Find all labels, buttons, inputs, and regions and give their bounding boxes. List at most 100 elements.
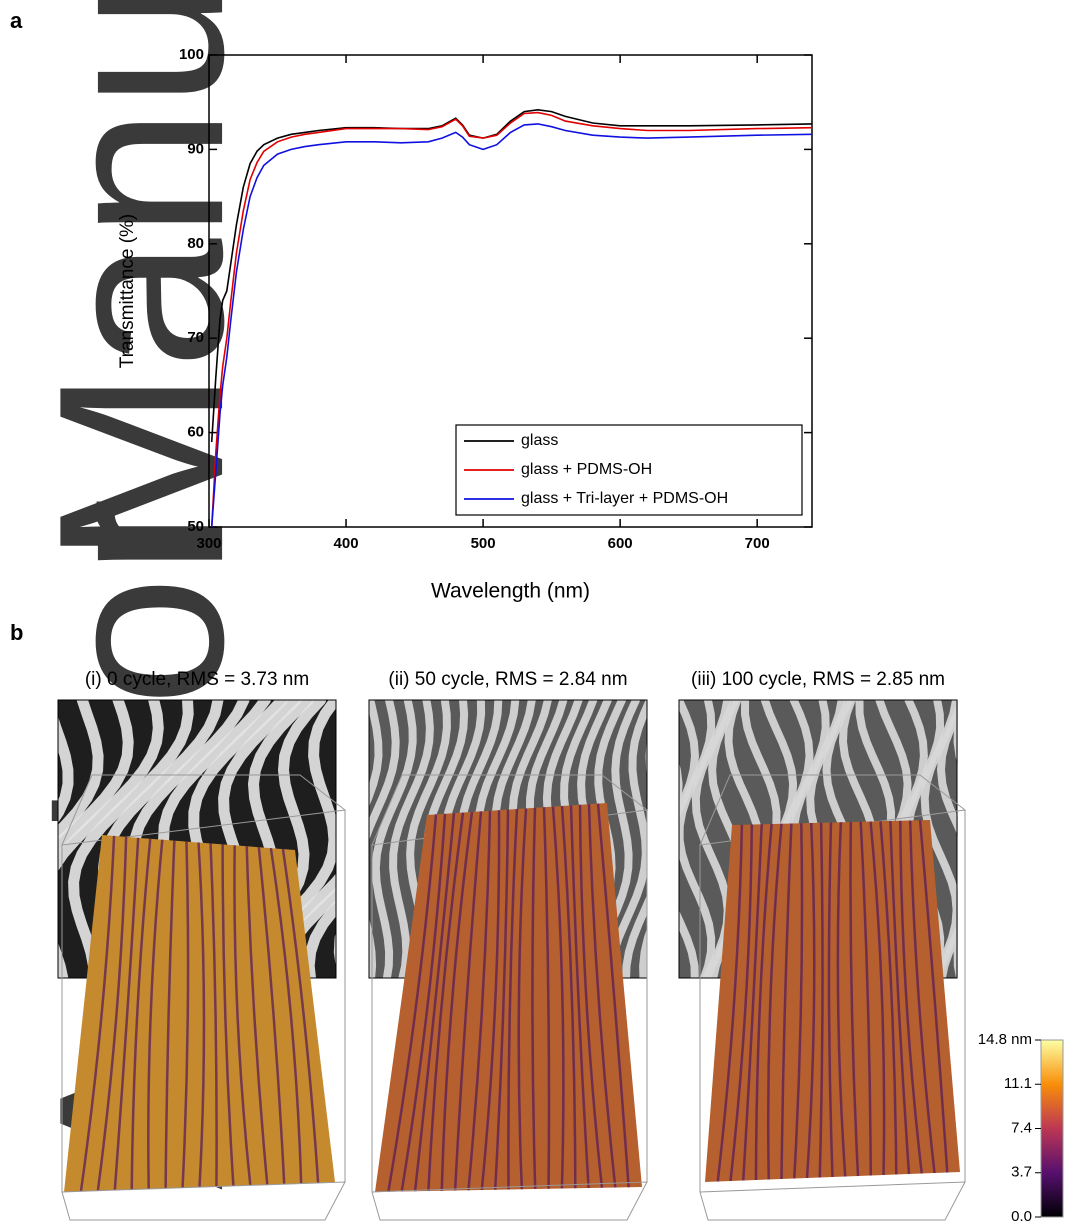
afm-3d xyxy=(371,774,649,1221)
x-tick-label: 600 xyxy=(608,535,633,552)
surface-ridge xyxy=(793,823,804,1179)
surface xyxy=(705,820,960,1182)
surface-ridge xyxy=(96,836,128,1191)
surface-ridge xyxy=(413,813,456,1192)
afm-stripe xyxy=(58,700,104,841)
surface-ridge xyxy=(805,822,816,1179)
afm-stripe xyxy=(679,700,700,978)
surface-ridge xyxy=(164,840,176,1189)
surface-ridge xyxy=(716,824,744,1182)
afm-stripe xyxy=(605,700,647,978)
surface-ridge xyxy=(197,842,206,1188)
afm-stripe xyxy=(953,710,958,978)
surface-ridge xyxy=(130,838,152,1190)
surface-ridge xyxy=(79,835,116,1192)
surface-ridge xyxy=(560,805,577,1189)
surface-ridge xyxy=(269,847,303,1184)
afm-stripe xyxy=(58,700,164,978)
surface-ridge xyxy=(918,820,949,1173)
colorbar-scale xyxy=(1040,1039,1064,1218)
panel-caption: (iii) 100 cycle, RMS = 2.85 nm xyxy=(691,669,945,690)
colorbar-tick-label: 0.0 xyxy=(1011,1208,1032,1225)
y-tick-label: 100 xyxy=(179,46,204,63)
surface-ridge xyxy=(531,807,537,1190)
y-tick-label: 70 xyxy=(187,329,204,346)
panel-label: a xyxy=(10,8,23,33)
afm-panels: (i) 0 cycle, RMS = 3.73 nm (ii) 50 cycle,… xyxy=(57,669,967,1221)
box-edge xyxy=(371,1181,648,1221)
afm-3d xyxy=(699,774,967,1221)
x-tick-label: 700 xyxy=(745,535,770,552)
afm-3d xyxy=(61,774,347,1221)
surface-ridge xyxy=(245,846,269,1185)
y-tick-label: 80 xyxy=(187,235,204,252)
series-line xyxy=(210,123,813,528)
surface-ridge xyxy=(387,814,438,1192)
colorbar-tick-label: 3.7 xyxy=(1011,1164,1032,1181)
surface-ridge xyxy=(879,821,898,1175)
surface-ridge xyxy=(257,847,286,1184)
surface-ridge xyxy=(766,823,783,1180)
x-tick-label: 400 xyxy=(334,535,359,552)
surface-ridge xyxy=(453,811,483,1191)
surface-ridge xyxy=(869,821,886,1176)
legend-label: glass xyxy=(521,432,558,449)
surface-ridge xyxy=(742,824,763,1181)
x-axis-label: Wavelength (nm) xyxy=(431,580,590,603)
x-tick-label: 500 xyxy=(471,535,496,552)
surface-ridge xyxy=(551,806,565,1189)
surface-ridge xyxy=(147,839,164,1189)
afm-stripe xyxy=(389,700,434,978)
colorbar-tick-label: 7.4 xyxy=(1011,1119,1032,1136)
surface-ridge xyxy=(849,821,860,1177)
surface-ridge xyxy=(754,823,773,1181)
surface-ridge xyxy=(507,808,519,1190)
afm-stripe xyxy=(679,762,683,811)
surface-ridge xyxy=(899,820,923,1174)
panel-caption: (ii) 50 cycle, RMS = 2.84 nm xyxy=(388,669,627,690)
surface-ridge xyxy=(467,810,492,1191)
surface-ridge xyxy=(480,810,501,1191)
surface-ridge xyxy=(427,812,465,1192)
y-tick-label: 90 xyxy=(187,140,204,157)
surface-ridge xyxy=(221,844,235,1186)
series-line xyxy=(210,108,813,443)
plot-frame xyxy=(208,54,813,528)
y-axis-label: Transmittance (%) xyxy=(117,214,138,369)
afm-stripe xyxy=(58,716,74,823)
surface-ridge xyxy=(587,804,617,1188)
surface-ridge xyxy=(233,845,252,1186)
surface-ridge xyxy=(493,809,510,1190)
line-chart: 300 400 500 600 700 50 60 70 80 90 100 Wavelength (… xyxy=(117,46,813,603)
surface-ridge xyxy=(836,822,847,1177)
afm-stripe xyxy=(58,700,134,852)
legend-label: glass + Tri-layer + PDMS-OH xyxy=(521,490,728,507)
surface-ridge xyxy=(827,822,834,1178)
surface-ridge xyxy=(908,820,936,1174)
afm-stripe xyxy=(303,899,336,978)
surface-ridge xyxy=(859,821,872,1176)
surface-ridge xyxy=(889,820,911,1175)
surface-ridge xyxy=(780,823,793,1180)
y-tick-label: 50 xyxy=(187,518,204,535)
surface-ridge xyxy=(400,813,447,1192)
panel-label: b xyxy=(10,620,23,645)
surface-ridge xyxy=(729,824,754,1182)
x-tick-label: 300 xyxy=(196,535,221,552)
afm-stripe xyxy=(369,700,400,978)
surface-ridge xyxy=(542,807,551,1189)
afm-stripe xyxy=(622,739,647,978)
surface-ridge xyxy=(440,811,474,1191)
colorbar-tick-label: 14.8 nm xyxy=(978,1031,1032,1048)
surface-ridge xyxy=(818,822,824,1178)
colorbar: 0.0 3.7 7.4 11.1 14.8 nm xyxy=(978,1031,1064,1225)
legend-label: glass + PDMS-OH xyxy=(521,461,652,478)
box-edge xyxy=(699,1181,966,1221)
afm-stripe xyxy=(68,700,194,978)
surface-ridge xyxy=(181,841,190,1188)
afm-stripe xyxy=(371,700,417,978)
afm-stripe xyxy=(639,928,647,978)
surface-ridge xyxy=(578,804,604,1188)
panel-caption: (i) 0 cycle, RMS = 3.73 nm xyxy=(85,669,309,690)
